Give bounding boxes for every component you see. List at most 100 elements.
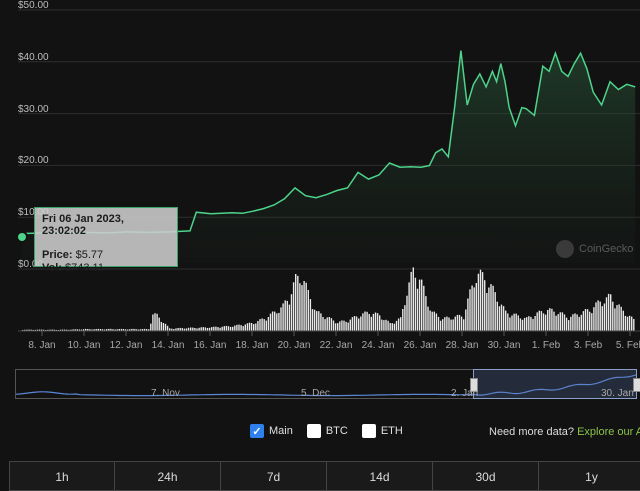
volume-bar <box>605 297 608 331</box>
volume-bar <box>28 329 30 331</box>
volume-bar <box>78 329 81 331</box>
explore-api-link[interactable]: Explore our AP <box>577 426 640 438</box>
volume-bar <box>549 308 551 331</box>
volume-bar <box>274 311 276 331</box>
volume-bar <box>351 317 354 331</box>
volume-bar <box>206 328 209 331</box>
volume-bar <box>452 319 454 331</box>
toggle-btc[interactable]: BTC <box>306 424 348 438</box>
navigator-right-handle[interactable] <box>633 378 640 392</box>
volume-bar <box>108 328 110 331</box>
volume-bar <box>454 316 456 331</box>
volume-bar <box>616 305 618 331</box>
volume-bar <box>460 316 463 331</box>
range-1y-button[interactable]: 1y <box>539 461 640 491</box>
range-7d-button[interactable]: 7d <box>221 461 327 491</box>
volume-bar <box>133 328 135 331</box>
volume-bar <box>555 315 557 331</box>
checkbox-checked-icon[interactable]: ✓ <box>250 424 264 438</box>
volume-bar <box>456 314 459 331</box>
volume-bar <box>171 328 173 331</box>
volume-bar <box>532 318 534 331</box>
volume-bar <box>393 323 396 331</box>
volume-bar <box>106 329 108 331</box>
volume-bar <box>303 281 305 331</box>
toggle-eth[interactable]: ETH <box>361 424 403 438</box>
volume-bar <box>572 314 574 331</box>
volume-bar <box>439 320 442 331</box>
volume-bar <box>137 329 139 331</box>
range-14d-button[interactable]: 14d <box>327 461 433 491</box>
volume-bar <box>70 329 72 331</box>
volume-bar <box>547 310 549 331</box>
volume-bar <box>271 311 274 331</box>
volume-bar <box>158 317 160 331</box>
volume-bar <box>38 329 41 331</box>
volume-bar <box>633 319 635 331</box>
y-tick-label: $0.00 <box>18 259 44 270</box>
volume-bar <box>339 321 341 331</box>
volume-bar <box>99 329 102 331</box>
volume-bar <box>530 316 532 331</box>
watermark-text: CoinGecko <box>579 243 634 255</box>
volume-bar <box>544 314 547 331</box>
volume-bar <box>36 329 39 331</box>
volume-bar <box>496 301 498 331</box>
navigator-selection[interactable] <box>473 369 637 399</box>
volume-bar <box>576 314 578 331</box>
volume-bar <box>528 316 530 331</box>
volume-bar <box>341 320 343 331</box>
volume-bar <box>154 313 156 331</box>
checkbox-icon[interactable] <box>361 424 376 438</box>
volume-bar <box>101 329 104 331</box>
volume-bar <box>24 329 26 331</box>
volume-bar <box>51 329 53 331</box>
volume-bar <box>498 306 501 331</box>
volume-bar <box>479 269 482 331</box>
x-tick-label: 3. Feb <box>574 340 603 351</box>
volume-bar <box>278 312 280 331</box>
volume-bar <box>490 284 492 331</box>
x-tick-label: 10. Jan <box>68 340 101 351</box>
y-tick-label: $10.00 <box>18 207 49 218</box>
volume-bar <box>362 313 364 331</box>
volume-bar <box>570 316 572 331</box>
volume-bar <box>259 319 261 331</box>
tooltip-date: Fri 06 Jan 2023, 23:02:02 <box>42 213 124 237</box>
volume-bar <box>240 325 242 331</box>
range-24h-button[interactable]: 24h <box>115 461 221 491</box>
volume-bar <box>320 313 322 331</box>
tooltip-vol-label: Vol: <box>42 262 62 274</box>
volume-bar <box>349 319 351 331</box>
y-tick-label: $40.00 <box>18 51 49 63</box>
volume-bar <box>364 311 366 331</box>
checkbox-icon[interactable] <box>306 424 321 438</box>
navigator-label: 5. Dec <box>301 388 330 399</box>
volume-bar <box>198 327 200 331</box>
volume-bar <box>610 294 612 331</box>
price-line <box>21 50 636 235</box>
volume-bar <box>227 326 230 331</box>
volume-bar <box>599 301 601 331</box>
volume-bar <box>534 316 536 331</box>
volume-bar <box>131 328 133 331</box>
x-tick-label: 26. Jan <box>404 340 437 351</box>
volume-bar <box>196 328 198 331</box>
volume-bar <box>591 313 593 331</box>
volume-bar <box>286 300 288 331</box>
coingecko-watermark: CoinGecko <box>556 240 633 258</box>
navigator-left-handle[interactable] <box>470 378 478 392</box>
volume-bar <box>397 318 400 331</box>
volume-bar <box>500 304 503 331</box>
volume-bar <box>236 324 238 331</box>
range-30d-button[interactable]: 30d <box>433 461 539 491</box>
range-1h-button[interactable]: 1h <box>9 461 115 491</box>
toggle-main[interactable]: ✓ Main <box>250 424 293 438</box>
volume-bar <box>183 328 186 331</box>
volume-bar <box>156 313 158 331</box>
volume-bar <box>110 328 112 331</box>
more-data: Need more data? Explore our AP <box>489 426 640 438</box>
volume-bar <box>561 312 564 331</box>
volume-bar <box>435 313 438 331</box>
volume-bar <box>118 329 120 331</box>
